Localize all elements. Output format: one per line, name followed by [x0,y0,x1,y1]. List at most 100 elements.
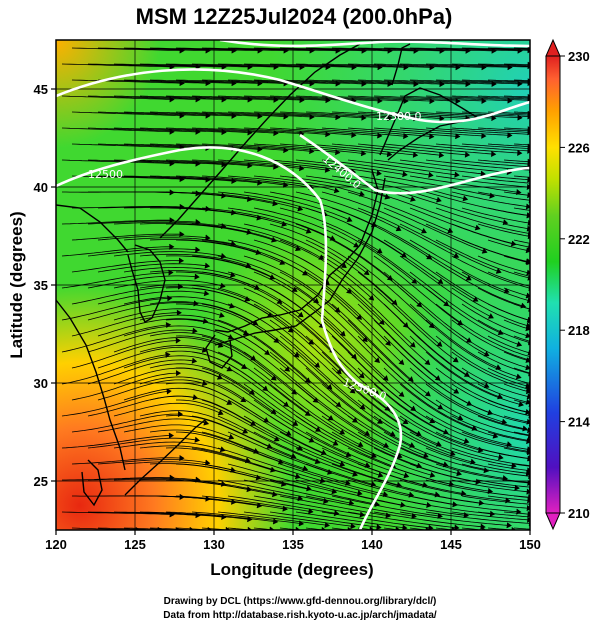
streamline [123,266,236,277]
streamline [113,337,223,353]
streamline-arrow [463,438,470,444]
streamline-arrow [351,353,357,360]
streamline [331,367,422,436]
streamline [175,143,288,151]
streamline-arrow [438,152,445,158]
streamline [191,223,301,251]
streamline [269,127,382,137]
streamline [477,95,530,99]
streamline [61,246,174,257]
streamline-arrow [359,372,365,379]
streamline-arrow [291,286,298,292]
streamline [279,463,388,496]
streamline [357,175,468,200]
streamline [175,495,288,510]
coastline-japan-honshu [214,169,379,333]
streamline [191,287,294,333]
streamline [139,284,250,301]
streamline [123,325,234,340]
streamline [149,495,262,507]
colorbar-tick-label: 226 [568,140,590,155]
x-tick-label: 145 [440,537,462,552]
streamline [176,271,283,304]
streamline [347,351,435,423]
streamline [409,399,512,446]
coastline-kyushu [205,334,233,369]
streamline [253,367,345,435]
streamline [269,319,356,394]
streamline-arrow [421,228,427,234]
streamline [253,143,366,155]
wind-streamlines [61,45,530,530]
streamline [477,255,528,273]
streamline [243,191,352,222]
streamline [97,263,210,273]
streamline [503,415,528,423]
streamline [513,175,530,178]
streamline [175,335,277,381]
streamline [321,383,415,448]
colorbar-tick-label: 214 [568,415,590,430]
streamline-arrow [398,391,405,397]
streamline [123,237,236,245]
x-tick-label: 120 [45,537,67,552]
streamline [357,143,470,156]
streamline [87,395,198,417]
streamline [61,95,174,100]
streamline [435,239,529,279]
streamline [279,303,365,379]
streamline-arrow [490,151,497,157]
streamline [357,303,441,381]
streamline [399,511,512,526]
streamline [71,340,181,369]
streamline [409,463,520,489]
streamline [61,324,171,353]
streamline [87,477,200,481]
streamline [513,431,530,436]
streamline [435,399,529,437]
streamline-arrow [436,196,442,203]
streamline-arrow [387,275,393,281]
streamline [399,95,512,102]
streamline [409,367,507,424]
contour-label-1: 12300.0 [376,110,422,123]
streamline [321,95,434,102]
streamline-arrow [339,429,346,435]
streamline [217,223,324,260]
streamline-arrow [292,420,299,426]
streamline [253,431,358,476]
streamline [243,159,356,173]
streamline [451,191,527,207]
streamline [149,239,261,254]
streamline-arrow [219,312,225,318]
streamline [305,463,414,496]
streamline-arrow [297,205,304,212]
streamline [165,511,278,523]
streamline [373,287,459,363]
streamline [295,287,380,363]
streamline [347,287,430,365]
streamline-arrow [424,359,431,366]
streamline [191,351,289,407]
streamline-arrow [314,362,320,368]
streamline-arrow [488,313,494,319]
streamline-arrow [498,454,504,461]
streamline [97,346,207,369]
streamline [409,47,523,52]
streamline [295,63,408,68]
streamline-arrow [396,453,403,459]
streamline [357,463,466,495]
streamline [71,47,185,51]
streamline [113,308,225,321]
streamline [175,431,284,464]
streamline [425,63,530,68]
streamline [477,479,530,488]
streamline-arrow [333,187,340,194]
streamline [201,463,312,490]
streamline-arrow [526,269,530,276]
streamline [383,303,470,377]
streamline-arrow [464,151,471,158]
streamline [399,479,510,502]
streamline [123,47,237,52]
streamline [217,95,330,101]
